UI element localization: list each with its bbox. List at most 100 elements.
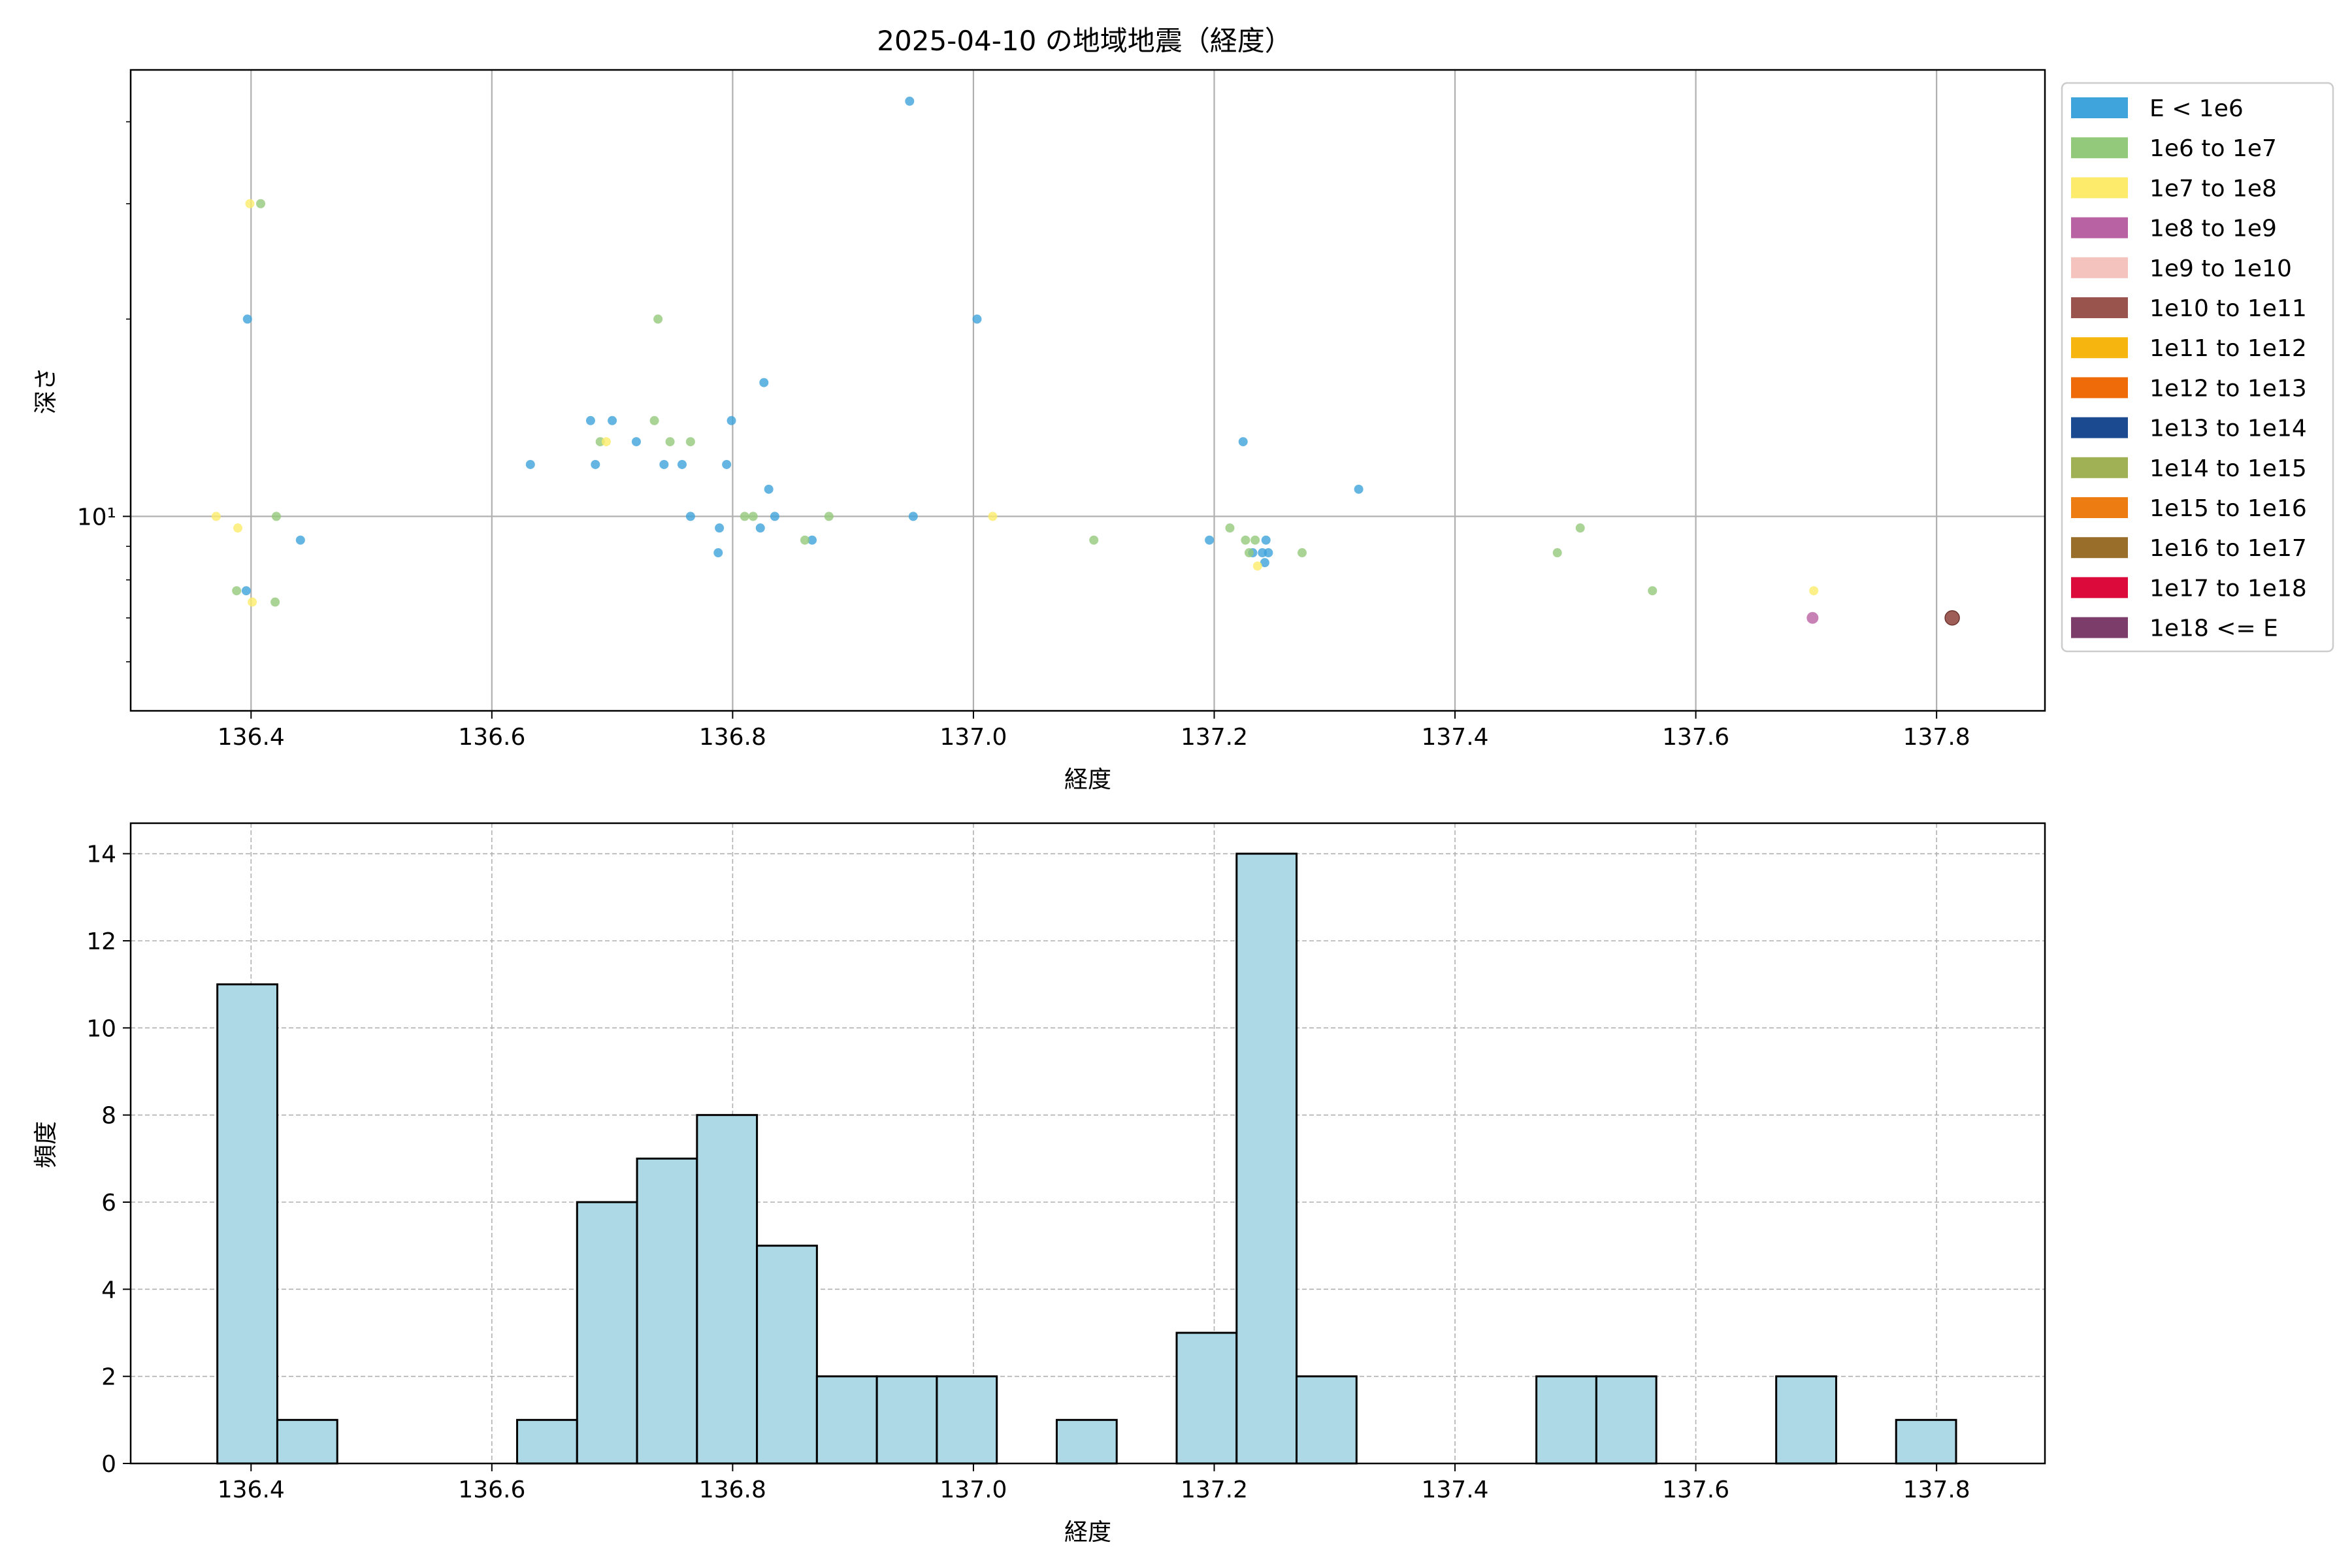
histogram-bar (516, 1418, 578, 1465)
histogram-bar (1296, 1375, 1358, 1465)
scatter-point (715, 523, 725, 533)
scatter-point (295, 535, 305, 545)
histogram-bar (875, 1375, 938, 1465)
scatter-point (972, 314, 982, 324)
histogram-bar (1595, 1375, 1658, 1465)
legend-swatch (2071, 617, 2128, 638)
scatter-panel: 136.4 136.6 136.8 137.0 137.2 137.4 137.6 137.8… (33, 69, 2046, 793)
scatter-point (770, 512, 779, 521)
legend-swatch (2071, 537, 2128, 559)
scatter-point (824, 512, 834, 521)
scatter-point (1252, 561, 1262, 571)
histogram-grid (131, 823, 2045, 1464)
histogram-bar (815, 1375, 878, 1465)
scatter-point (740, 512, 749, 521)
scatter-point (905, 96, 915, 106)
scatter-point (685, 512, 695, 521)
scatter-point (1241, 535, 1250, 545)
scatter-point (1238, 437, 1248, 447)
histogram-bar (756, 1245, 818, 1465)
histogram-y-tick-label: 4 (101, 1277, 116, 1303)
scatter-point (800, 535, 809, 545)
scatter-x-tick-label: 137.6 (1662, 724, 1729, 751)
scatter-point (759, 378, 769, 387)
scatter-x-tick-label: 137.2 (1181, 724, 1248, 751)
legend-swatch (2071, 417, 2128, 438)
scatter-point (271, 512, 281, 521)
histogram-bar (1055, 1418, 1118, 1465)
histogram-x-tick-label: 137.2 (1181, 1477, 1248, 1503)
scatter-point (591, 459, 600, 469)
histogram-x-axis-label: 経度 (1064, 1519, 1111, 1546)
scatter-point (1944, 610, 1960, 626)
scatter-point (248, 597, 257, 607)
scatter-x-axis-label: 経度 (1064, 766, 1111, 793)
histogram-y-tick-label: 8 (101, 1103, 116, 1130)
scatter-point (233, 523, 243, 533)
legend-label: E < 1e6 (2149, 95, 2244, 122)
legend-label: 1e17 to 1e18 (2149, 575, 2307, 602)
scatter-point (1244, 548, 1254, 558)
legend-swatch (2071, 257, 2128, 278)
scatter-point (1354, 484, 1364, 494)
legend-label: 1e9 to 1e10 (2149, 255, 2292, 282)
scatter-point (232, 586, 242, 596)
scatter-point (1089, 535, 1099, 545)
scatter-point (1298, 548, 1307, 558)
legend-label: 1e6 to 1e7 (2149, 135, 2277, 162)
legend-swatch (2071, 137, 2128, 159)
histogram-bar (696, 1114, 759, 1465)
legend-label: 1e16 to 1e17 (2149, 535, 2307, 562)
histogram-x-tick-label: 136.8 (699, 1477, 766, 1503)
histogram-bar (576, 1201, 638, 1465)
histogram-panel: 136.4 136.6 136.8 137.0 137.2 137.4 137.6 137.8… (33, 822, 2046, 1546)
legend-label: 1e15 to 1e16 (2149, 495, 2307, 522)
histogram-bar (1535, 1375, 1597, 1465)
histogram-x-ticks: 136.4 136.6 136.8 137.0 137.2 137.4 137.6 137.8 (218, 1463, 1970, 1503)
scatter-point (256, 199, 266, 208)
scatter-point (631, 437, 641, 447)
scatter-point (1552, 548, 1562, 558)
histogram-y-tick-label: 14 (86, 841, 116, 868)
scatter-point (1264, 548, 1273, 558)
scatter-point (601, 437, 611, 447)
scatter-point (908, 512, 918, 521)
legend-label: 1e12 to 1e13 (2149, 375, 2307, 402)
histogram-bar (1775, 1375, 1837, 1465)
legend-swatch (2071, 457, 2128, 478)
scatter-point (1205, 535, 1215, 545)
scatter-x-tick-label: 136.4 (218, 724, 285, 751)
histogram-bar (1895, 1418, 1957, 1465)
scatter-point (755, 523, 765, 533)
legend-swatch (2071, 97, 2128, 118)
histogram-y-tick-label: 6 (101, 1190, 116, 1217)
histogram-x-tick-label: 137.0 (939, 1477, 1007, 1503)
scatter-point (245, 199, 255, 208)
histogram-y-axis-label: 頻度 (33, 1121, 59, 1168)
scatter-point (1250, 535, 1260, 545)
scatter-point (1806, 612, 1819, 624)
scatter-point (722, 459, 732, 469)
histogram-bar (276, 1418, 338, 1465)
histogram-x-tick-label: 137.6 (1662, 1477, 1729, 1503)
scatter-x-tick-label: 136.8 (699, 724, 766, 751)
scatter-point (608, 416, 617, 425)
legend-swatch (2071, 337, 2128, 359)
scatter-y-axis-label: 深さ (33, 367, 59, 414)
histogram-x-tick-label: 137.8 (1903, 1477, 1970, 1503)
scatter-point (988, 512, 998, 521)
legend-label: 1e7 to 1e8 (2149, 175, 2277, 202)
scatter-point (808, 535, 817, 545)
scatter-point (677, 459, 687, 469)
histogram-bar (936, 1375, 998, 1465)
legend-label: 1e11 to 1e12 (2149, 335, 2307, 362)
scatter-point (713, 548, 723, 558)
histogram-bar (636, 1157, 698, 1465)
legend-swatch (2071, 217, 2128, 238)
scatter-y-tick-label: 10¹ (77, 504, 116, 531)
scatter-point (1260, 558, 1269, 568)
histogram-axes-frame (129, 822, 2046, 1465)
histogram-y-ticks: 0 2 4 6 8 10 12 14 (86, 841, 131, 1478)
scatter-point (764, 484, 774, 494)
scatter-point (211, 512, 221, 521)
